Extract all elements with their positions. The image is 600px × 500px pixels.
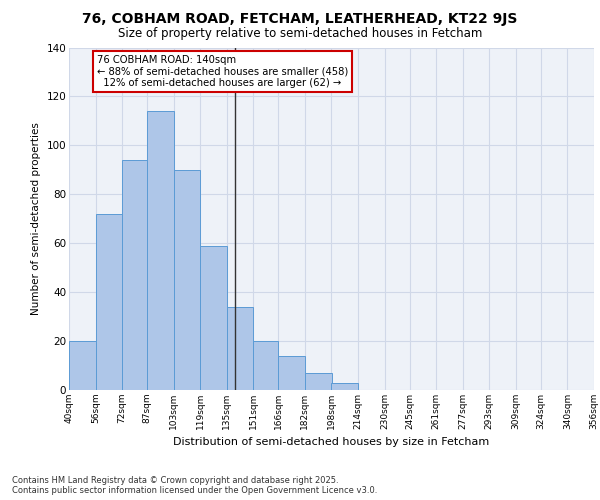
Bar — [253, 341, 278, 390]
Text: Size of property relative to semi-detached houses in Fetcham: Size of property relative to semi-detach… — [118, 28, 482, 40]
Bar — [278, 356, 305, 390]
Bar — [69, 341, 95, 390]
Y-axis label: Number of semi-detached properties: Number of semi-detached properties — [31, 122, 41, 315]
Text: Contains HM Land Registry data © Crown copyright and database right 2025.
Contai: Contains HM Land Registry data © Crown c… — [12, 476, 377, 495]
Bar — [227, 307, 253, 390]
Bar — [147, 111, 173, 390]
Text: 76 COBHAM ROAD: 140sqm
← 88% of semi-detached houses are smaller (458)
  12% of : 76 COBHAM ROAD: 140sqm ← 88% of semi-det… — [97, 55, 349, 88]
X-axis label: Distribution of semi-detached houses by size in Fetcham: Distribution of semi-detached houses by … — [173, 438, 490, 448]
Bar — [173, 170, 200, 390]
Bar — [122, 160, 147, 390]
Bar — [594, 385, 600, 390]
Bar — [305, 373, 331, 390]
Bar — [200, 246, 227, 390]
Bar — [331, 382, 358, 390]
Bar — [95, 214, 122, 390]
Text: 76, COBHAM ROAD, FETCHAM, LEATHERHEAD, KT22 9JS: 76, COBHAM ROAD, FETCHAM, LEATHERHEAD, K… — [82, 12, 518, 26]
